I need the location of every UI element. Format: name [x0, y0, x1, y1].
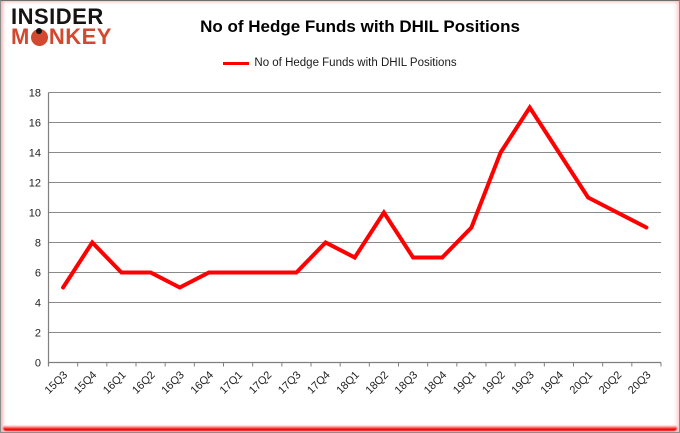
x-axis-label: 18Q2 — [364, 369, 392, 397]
monkey-o-icon — [30, 29, 48, 47]
y-axis-label: 14 — [29, 148, 41, 160]
series-line — [61, 103, 649, 290]
y-axis-label: 8 — [35, 238, 41, 250]
x-axis-label: 19Q4 — [539, 369, 567, 397]
y-axis-label: 10 — [29, 208, 41, 220]
y-axis-label: 2 — [35, 328, 41, 340]
logo-monkey-post: NKEY — [48, 24, 112, 50]
insider-monkey-logo: INSIDER M NKEY — [11, 4, 112, 50]
x-axis-label: 20Q3 — [626, 369, 654, 397]
x-axis-label: 18Q1 — [334, 369, 362, 397]
x-axis-label: 15Q4 — [72, 369, 100, 397]
legend-line-marker — [223, 61, 250, 65]
y-axis-label: 18 — [29, 88, 41, 100]
x-axis-label: 17Q2 — [247, 369, 275, 397]
x-axis-label: 20Q2 — [597, 369, 625, 397]
x-axis-label: 17Q1 — [218, 369, 246, 397]
y-axis-label: 6 — [35, 268, 41, 280]
x-axis-label: 19Q2 — [480, 369, 508, 397]
chart-title: No of Hedge Funds with DHIL Positions — [200, 17, 520, 36]
x-axis-label: 18Q3 — [393, 369, 421, 397]
x-axis-label: 19Q3 — [509, 369, 537, 397]
legend: No of Hedge Funds with DHIL Positions — [1, 57, 679, 69]
bottom-red-glow-decoration — [3, 425, 677, 431]
x-axis-label: 17Q3 — [276, 369, 304, 397]
y-axis-label: 0 — [35, 358, 41, 370]
x-axis-label: 20Q1 — [568, 369, 596, 397]
y-axis-label: 16 — [29, 118, 41, 130]
legend-label: No of Hedge Funds with DHIL Positions — [254, 57, 457, 69]
x-axis-label: 16Q2 — [130, 369, 158, 397]
x-axis-label: 18Q4 — [422, 369, 450, 397]
logo-monkey-pre: M — [11, 24, 30, 50]
x-axis-label: 15Q3 — [43, 369, 71, 397]
x-axis-label: 16Q1 — [101, 369, 129, 397]
x-axis-label: 19Q1 — [451, 369, 479, 397]
x-axis-label: 16Q4 — [189, 369, 217, 397]
logo-text-insider: INSIDER — [11, 4, 104, 29]
y-axis-label: 4 — [35, 298, 41, 310]
x-axis-label: 16Q3 — [159, 369, 187, 397]
x-axis-label: 17Q4 — [305, 369, 333, 397]
y-axis-label: 12 — [29, 178, 41, 190]
logo-text-monkey: M NKEY — [11, 24, 112, 50]
